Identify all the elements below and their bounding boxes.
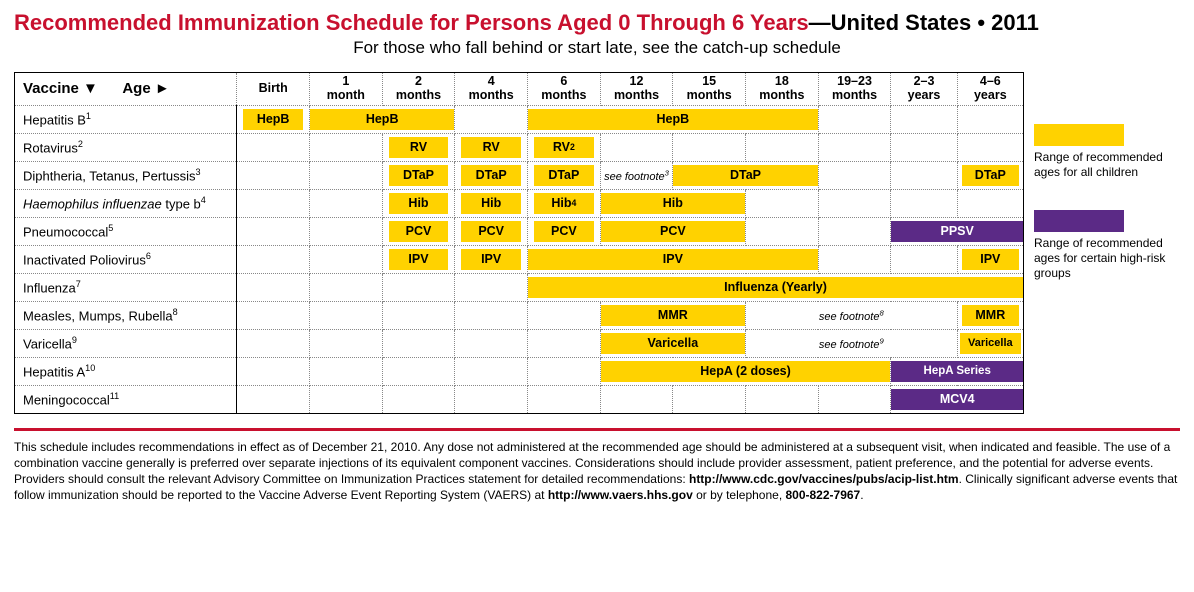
legend-yellow: Range of recommended ages for all childr… bbox=[1034, 150, 1180, 180]
vname-ipv: Inactivated Poliovirus bbox=[23, 252, 146, 267]
dose-ipv-4-6y: IPV bbox=[962, 249, 1019, 270]
vname-var: Varicella bbox=[23, 336, 72, 351]
dose-rv-6m: RV2 bbox=[534, 137, 594, 158]
dose-pcv-12-15m: PCV bbox=[601, 221, 745, 242]
row-mmr: Measles, Mumps, Rubella8 MMR see footnot… bbox=[15, 301, 1024, 329]
row-hepb: Hepatitis B1 HepB HepB HepB bbox=[15, 105, 1024, 133]
col-2m: 2months bbox=[382, 73, 455, 106]
dose-ipv-2m: IPV bbox=[389, 249, 449, 270]
schedule-grid: Vaccine ▼ Age ► Birth 1month 2months 4mo… bbox=[14, 72, 1024, 414]
col-4m: 4months bbox=[455, 73, 528, 106]
dose-rv-2m: RV bbox=[389, 137, 449, 158]
dose-flu: Influenza (Yearly) bbox=[528, 277, 1023, 298]
footer-link-2: http://www.vaers.hhs.gov bbox=[548, 488, 693, 502]
dose-dtap-15-18m: DTaP bbox=[673, 165, 817, 186]
dose-hepa: HepA (2 doses) bbox=[601, 361, 891, 382]
dose-ipv-6-18m: IPV bbox=[528, 249, 818, 270]
dose-dtap-2m: DTaP bbox=[389, 165, 449, 186]
row-rota: Rotavirus2 RV RV RV2 bbox=[15, 133, 1024, 161]
row-flu: Influenza7 Influenza (Yearly) bbox=[15, 273, 1024, 301]
row-pcv: Pneumococcal5 PCV PCV PCV PCV PPSV bbox=[15, 217, 1024, 245]
footer-phone: 800-822-7967 bbox=[785, 488, 860, 502]
footer-text: This schedule includes recommendations i… bbox=[14, 439, 1180, 504]
vname-pcv: Pneumococcal bbox=[23, 224, 108, 239]
dose-hib-6m: Hib4 bbox=[534, 193, 594, 214]
vname-mmr: Measles, Mumps, Rubella bbox=[23, 308, 173, 323]
row-var: Varicella9 Varicella see footnote9 Varic… bbox=[15, 329, 1024, 357]
dose-ppsv: PPSV bbox=[891, 221, 1023, 242]
dose-ipv-4m: IPV bbox=[461, 249, 521, 270]
col-18m: 18months bbox=[746, 73, 819, 106]
dose-mmr-4-6y: MMR bbox=[962, 305, 1019, 326]
dose-hib-4m: Hib bbox=[461, 193, 521, 214]
dose-hepb-6-18m: HepB bbox=[528, 109, 818, 130]
dose-dtap-4m: DTaP bbox=[461, 165, 521, 186]
col-4-6y: 4–6years bbox=[957, 73, 1023, 106]
title-red: Recommended Immunization Schedule for Pe… bbox=[14, 10, 809, 35]
vname-hepb: Hepatitis B bbox=[23, 112, 86, 127]
dose-pcv-4m: PCV bbox=[461, 221, 521, 242]
row-ipv: Inactivated Poliovirus6 IPV IPV IPV IPV bbox=[15, 245, 1024, 273]
swatch-yellow bbox=[1034, 124, 1124, 146]
col-19-23m: 19–23months bbox=[818, 73, 891, 106]
vname-hepa: Hepatitis A bbox=[23, 364, 85, 379]
col-15m: 15months bbox=[673, 73, 746, 106]
header-row: Vaccine ▼ Age ► Birth 1month 2months 4mo… bbox=[15, 73, 1024, 106]
vname-rota: Rotavirus bbox=[23, 140, 78, 155]
col-header-vaccine: Vaccine ▼ Age ► bbox=[15, 73, 237, 106]
title-black: United States • 2011 bbox=[831, 10, 1039, 35]
dose-dtap-4-6y: DTaP bbox=[962, 165, 1019, 186]
row-dtap: Diphtheria, Tetanus, Pertussis3 DTaP DTa… bbox=[15, 161, 1024, 189]
dose-pcv-6m: PCV bbox=[534, 221, 594, 242]
dose-mmr-12-15m: MMR bbox=[601, 305, 745, 326]
col-1m: 1month bbox=[309, 73, 382, 106]
col-6m: 6months bbox=[528, 73, 601, 106]
dose-dtap-6m: DTaP bbox=[534, 165, 594, 186]
dose-hib-12-15m: Hib bbox=[601, 193, 745, 214]
footer-link-1: http://www.cdc.gov/vaccines/pubs/acip-li… bbox=[689, 472, 959, 486]
footnote-3: see footnote3 bbox=[604, 171, 669, 183]
dose-hepb-1-2m: HepB bbox=[310, 109, 454, 130]
dose-hepb-birth: HepB bbox=[243, 109, 303, 130]
col-2-3y: 2–3years bbox=[891, 73, 957, 106]
divider-rule bbox=[14, 428, 1180, 431]
dose-var-4-6y: Varicella bbox=[960, 333, 1021, 354]
vname-mening: Meningococcal bbox=[23, 392, 110, 407]
swatch-purple bbox=[1034, 210, 1124, 232]
dose-rv-4m: RV bbox=[461, 137, 521, 158]
row-hib: Haemophilus influenzae type b4 Hib Hib H… bbox=[15, 189, 1024, 217]
age-hdr: Age ► bbox=[122, 80, 169, 97]
dose-mcv4: MCV4 bbox=[891, 389, 1023, 410]
col-birth: Birth bbox=[237, 73, 310, 106]
col-12m: 12months bbox=[600, 73, 673, 106]
title-dash: — bbox=[809, 10, 831, 35]
legend: Range of recommended ages for all childr… bbox=[1034, 72, 1180, 414]
vaccine-hdr: Vaccine ▼ bbox=[23, 80, 98, 97]
page-title: Recommended Immunization Schedule for Pe… bbox=[14, 10, 1180, 36]
vname-flu: Influenza bbox=[23, 280, 76, 295]
row-hepa: Hepatitis A10 HepA (2 doses) HepA Series bbox=[15, 357, 1024, 385]
legend-purple: Range of recommended ages for certain hi… bbox=[1034, 236, 1180, 281]
dose-hepa-series: HepA Series bbox=[891, 361, 1023, 382]
footnote-9: see footnote9 bbox=[819, 339, 884, 351]
dose-hib-2m: Hib bbox=[389, 193, 449, 214]
row-mening: Meningococcal11 MCV4 bbox=[15, 385, 1024, 413]
footnote-8: see footnote8 bbox=[819, 311, 884, 323]
subtitle: For those who fall behind or start late,… bbox=[14, 38, 1180, 58]
dose-var-12-15m: Varicella bbox=[601, 333, 745, 354]
vname-hib: Haemophilus influenzae bbox=[23, 196, 162, 211]
vname-dtap: Diphtheria, Tetanus, Pertussis bbox=[23, 168, 195, 183]
dose-pcv-2m: PCV bbox=[389, 221, 449, 242]
